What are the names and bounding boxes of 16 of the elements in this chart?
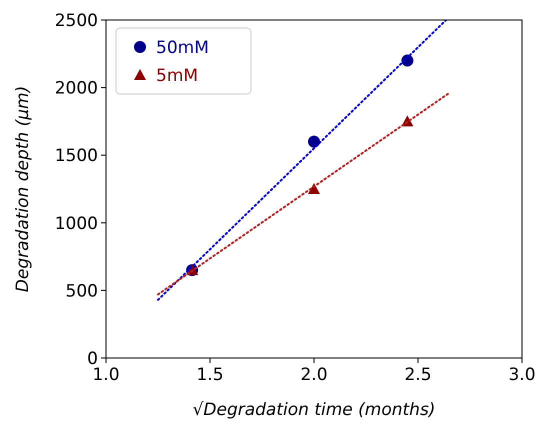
y-tick-label: 1000 (54, 214, 98, 234)
x-tick-label: 3.0 (508, 365, 536, 385)
x-tick-label: 2.5 (404, 365, 432, 385)
y-tick-label: 500 (66, 281, 98, 302)
x-tick-label: 2.0 (300, 365, 328, 385)
legend-label: 50mM (156, 38, 209, 58)
y-tick-label: 2000 (54, 78, 98, 99)
y-tick-label: 1500 (54, 146, 98, 166)
legend-label: 5mM (156, 66, 198, 86)
x-axis-title: √Degradation time (months) (192, 400, 436, 420)
x-tick-label: 1.5 (196, 365, 224, 385)
y-tick-label: 2500 (54, 11, 98, 31)
legend-entry: 50mM (134, 38, 209, 58)
legend-entry: 5mM (134, 66, 198, 86)
y-axis-title: Degradation depth (μm) (13, 86, 33, 292)
point (308, 136, 320, 148)
